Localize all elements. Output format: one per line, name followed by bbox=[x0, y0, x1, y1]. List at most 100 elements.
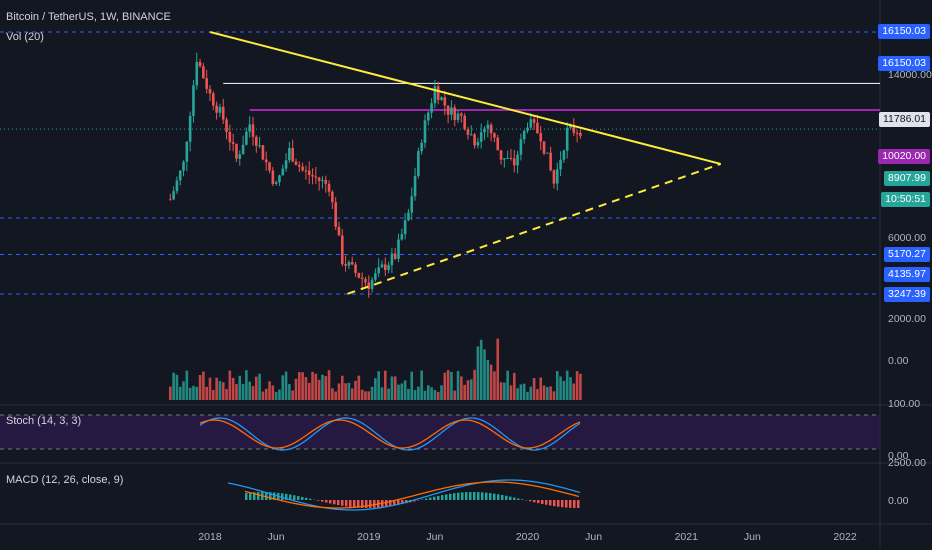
volume-bar bbox=[215, 377, 218, 400]
macd-histogram-bar bbox=[485, 492, 488, 500]
candle-body bbox=[486, 124, 490, 129]
macd-histogram-bar bbox=[401, 500, 404, 505]
candle-body bbox=[393, 253, 397, 259]
volume-bar bbox=[522, 383, 526, 400]
macd-histogram-bar bbox=[289, 494, 292, 500]
volume-bar bbox=[572, 383, 576, 400]
volume-bar bbox=[297, 372, 301, 400]
volume-bar bbox=[463, 384, 466, 400]
candle-body bbox=[317, 177, 321, 181]
candle-body bbox=[579, 132, 582, 136]
macd-histogram-bar bbox=[561, 500, 564, 508]
volume-bar bbox=[317, 379, 321, 400]
volume-bar bbox=[294, 378, 298, 400]
macd-histogram-bar bbox=[565, 500, 568, 508]
volume-bar bbox=[255, 376, 258, 400]
volume-bar bbox=[473, 369, 476, 400]
candle-body bbox=[172, 191, 175, 200]
candle-body bbox=[258, 145, 261, 147]
macd-histogram-bar bbox=[469, 492, 472, 500]
volume-bar bbox=[241, 384, 245, 400]
volume-bar bbox=[188, 387, 192, 400]
volume-bar bbox=[370, 386, 374, 400]
volume-bar bbox=[311, 371, 314, 400]
candle-body bbox=[426, 112, 430, 121]
macd-histogram-bar bbox=[493, 493, 496, 500]
candle-body bbox=[202, 66, 205, 79]
volume-bar bbox=[456, 371, 460, 400]
macd-histogram-bar bbox=[481, 492, 484, 500]
candle-body bbox=[321, 179, 324, 181]
volume-bar bbox=[350, 388, 354, 400]
macd-histogram-bar bbox=[545, 500, 548, 505]
volume-bar bbox=[417, 386, 420, 400]
macd-histogram-bar bbox=[509, 496, 512, 500]
descending-trendline bbox=[209, 31, 721, 165]
candle-body bbox=[241, 144, 245, 155]
time-axis-label: 2020 bbox=[516, 531, 540, 543]
macd-histogram-bar bbox=[429, 497, 432, 500]
candle-body bbox=[297, 165, 301, 167]
macd-histogram-bar bbox=[333, 500, 336, 505]
volume-bar bbox=[212, 390, 215, 400]
macd-histogram-bar bbox=[537, 500, 540, 504]
volume-bar bbox=[506, 370, 509, 400]
stoch-d-line bbox=[199, 419, 581, 449]
macd-histogram-bar bbox=[517, 498, 520, 500]
candle-body bbox=[453, 107, 457, 121]
candle-body bbox=[542, 141, 546, 154]
volume-bar bbox=[420, 370, 423, 400]
volume-bar bbox=[476, 346, 480, 400]
volume-bar bbox=[225, 389, 228, 400]
volume-bar bbox=[397, 384, 400, 400]
candle-body bbox=[532, 119, 536, 123]
candle-body bbox=[268, 162, 271, 171]
volume-bar bbox=[466, 380, 470, 400]
candle-body bbox=[380, 264, 384, 268]
volume-bar bbox=[182, 381, 185, 400]
volume-bar bbox=[519, 384, 523, 400]
candle-body bbox=[221, 106, 225, 120]
macd-histogram-bar bbox=[541, 500, 544, 504]
volume-bar bbox=[433, 389, 437, 400]
volume-bar bbox=[258, 373, 261, 400]
volume-bar bbox=[503, 382, 506, 400]
candle-body bbox=[463, 115, 466, 130]
volume-bar bbox=[413, 390, 417, 400]
volume-bar bbox=[555, 371, 559, 400]
candle-body bbox=[420, 142, 423, 152]
candle-body bbox=[284, 160, 288, 169]
volume-bar bbox=[383, 370, 387, 400]
macd-histogram-bar bbox=[533, 500, 536, 503]
candle-body bbox=[261, 145, 265, 160]
macd-histogram-bar bbox=[505, 495, 508, 500]
price-tag: 3247.39 bbox=[884, 287, 930, 302]
candle-body bbox=[503, 158, 506, 160]
volume-bar bbox=[400, 383, 404, 400]
candle-body bbox=[212, 93, 215, 106]
time-axis-label: Jun bbox=[585, 531, 602, 543]
candle-body bbox=[410, 196, 414, 213]
volume-bar bbox=[238, 375, 242, 400]
macd-histogram-bar bbox=[397, 500, 400, 505]
volume-bar bbox=[509, 385, 513, 400]
candle-body bbox=[231, 142, 235, 144]
price-tag: 16150.03 bbox=[878, 56, 930, 71]
volume-bar bbox=[281, 375, 285, 400]
macd-histogram-bar bbox=[453, 493, 456, 500]
candle-body bbox=[248, 124, 251, 132]
volume-bar bbox=[175, 374, 179, 400]
volume-bar bbox=[231, 377, 235, 400]
candle-body bbox=[364, 278, 367, 283]
time-axis-label: Jun bbox=[426, 531, 443, 543]
macd-histogram-bar bbox=[521, 499, 524, 500]
candle-body bbox=[440, 97, 443, 100]
macd-histogram-bar bbox=[425, 498, 428, 500]
candle-body bbox=[433, 86, 437, 104]
volume-label: Vol (20) bbox=[6, 31, 44, 43]
volume-bar bbox=[579, 373, 582, 400]
candle-body bbox=[185, 141, 189, 162]
candle-body bbox=[417, 151, 420, 177]
macd-histogram-bar bbox=[325, 500, 328, 503]
